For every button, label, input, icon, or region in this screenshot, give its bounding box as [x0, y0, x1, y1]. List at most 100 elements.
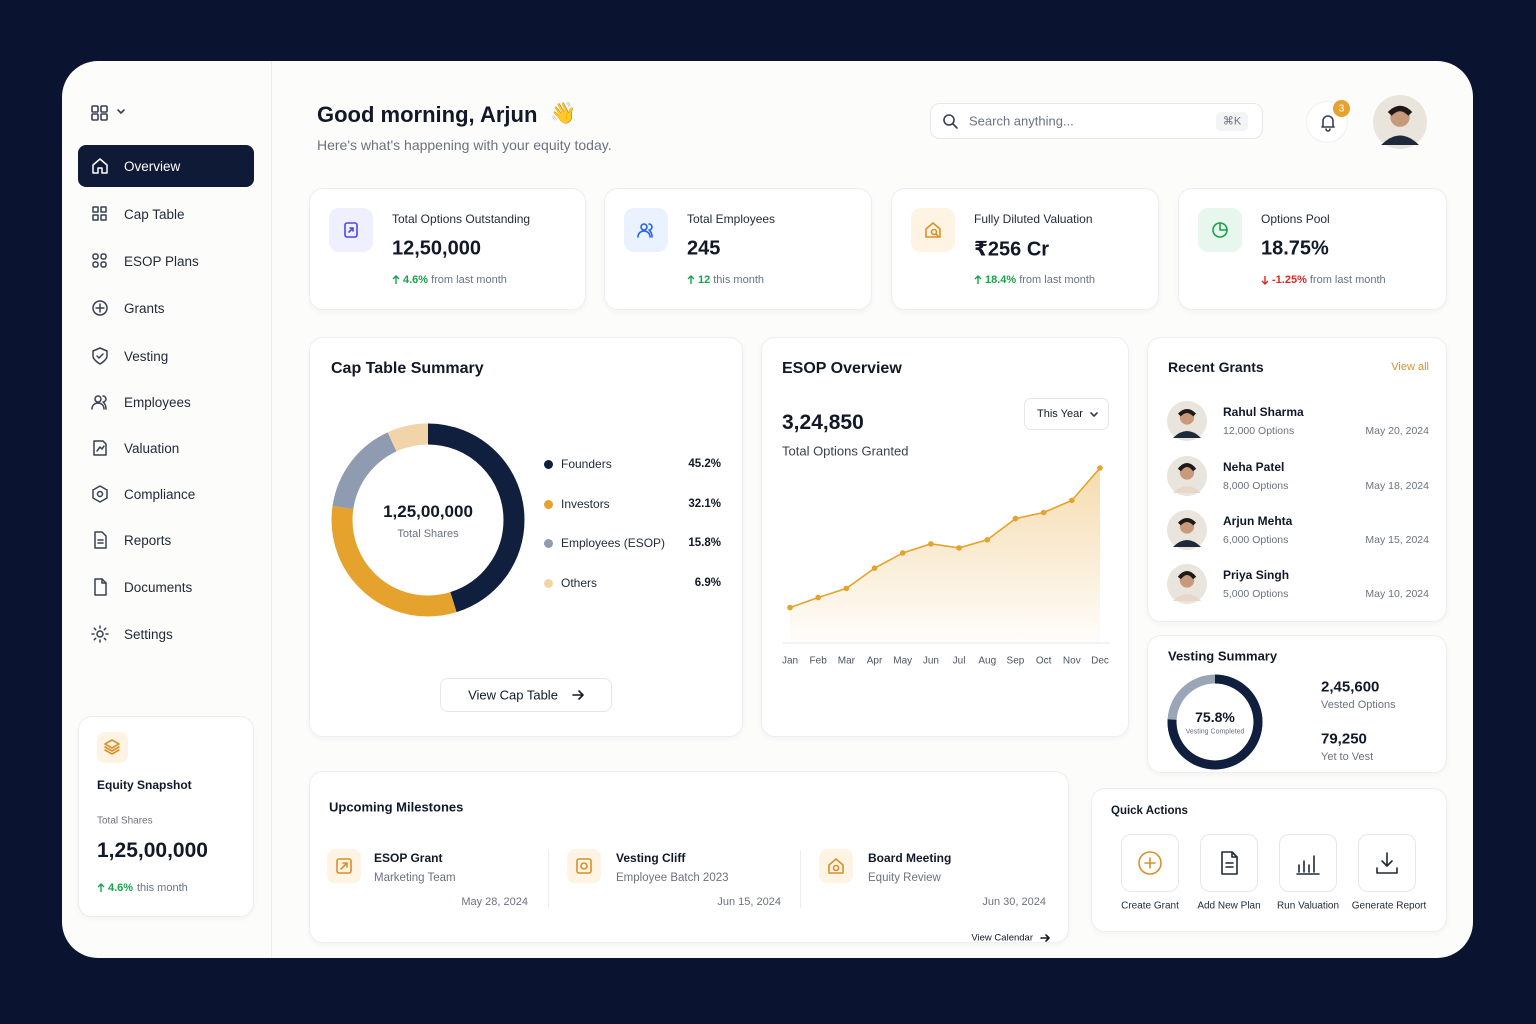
legend-value: 15.8% [688, 537, 721, 549]
trend-arrow [974, 275, 982, 284]
menu-caret-glyph [117, 109, 125, 114]
bell-icon [1321, 115, 1335, 132]
nav-item[interactable]: Overview [78, 145, 254, 187]
nav-item[interactable]: Vesting [78, 335, 254, 377]
x-tick-label: Oct [1035, 655, 1052, 667]
stat-icon-glyph [344, 222, 358, 238]
calendar-arrow-glyph [1040, 934, 1050, 942]
point [871, 565, 878, 571]
milestone-icon [576, 858, 592, 874]
milestones-card [309, 771, 1069, 943]
snapshot-icon [104, 739, 120, 755]
trend-arrow [1261, 276, 1269, 285]
view-calendar-link[interactable]: View Calendar [971, 932, 1033, 944]
stat-note: from last month [431, 274, 507, 286]
x-tick-label: Mar [837, 655, 855, 667]
donut-center-value: 1,25,00,000 [383, 502, 473, 521]
grant-name: Rahul Sharma [1223, 405, 1304, 419]
trend-arrow [97, 883, 105, 892]
search-box[interactable] [930, 103, 1263, 139]
grant-date: May 10, 2024 [1365, 588, 1429, 600]
stat-note: from last month [1019, 274, 1096, 286]
legend-value: 6.9% [694, 577, 721, 589]
milestones-title: Upcoming Milestones [329, 799, 464, 815]
grant-options: 12,000 Options [1223, 425, 1295, 437]
stat-icon-glyph [925, 222, 941, 238]
trend-arrow-glyph [392, 275, 400, 284]
nav-icon [92, 253, 107, 268]
quick-action-button[interactable] [1200, 834, 1258, 892]
nav-item[interactable]: Valuation [78, 427, 254, 469]
quick-action-button[interactable] [1121, 834, 1179, 892]
quick-action-button[interactable] [1358, 834, 1416, 892]
grant-date: May 20, 2024 [1365, 425, 1429, 437]
search-icon [943, 114, 958, 129]
quick-action-label: Create Grant [1121, 900, 1179, 912]
grant-name: Arjun Mehta [1223, 514, 1293, 528]
stat-change: 12 [698, 274, 711, 286]
nav-icon [94, 531, 107, 549]
nav-item[interactable]: Employees [78, 381, 254, 423]
nav-icon [91, 395, 107, 410]
esop-total: 3,24,850 [782, 411, 864, 434]
stat-value: 245 [687, 237, 721, 260]
x-tick-label: Jun [922, 655, 939, 667]
milestone-name: ESOP Grant [374, 851, 443, 865]
quick-action-icon [1376, 852, 1398, 874]
point [956, 545, 962, 551]
point [984, 537, 991, 543]
stat-icon [344, 222, 358, 238]
stat-icon [925, 222, 941, 238]
vesting-stat-label: Yet to Vest [1321, 751, 1374, 763]
nav-label: Reports [124, 532, 172, 548]
vesting-center-label: Vesting Completed [1185, 728, 1245, 736]
nav-label: Overview [124, 158, 181, 174]
point [1012, 515, 1019, 522]
notification-count: 3 [1338, 103, 1345, 114]
milestone-icon-glyph [828, 858, 844, 874]
line [789, 467, 1101, 609]
trend-arrow [687, 275, 695, 284]
button-arrow-glyph [572, 690, 584, 700]
shortcut: ⌘K [1222, 115, 1242, 128]
quick-action-icon [1296, 855, 1320, 875]
stat-icon-glyph [1212, 222, 1228, 238]
legend-dot [544, 500, 553, 509]
trend-arrow-glyph [687, 275, 695, 284]
nav-label: Documents [124, 579, 193, 595]
nav-item[interactable]: Compliance [78, 473, 254, 515]
nav-item[interactable]: Documents [78, 566, 254, 608]
greeting-subtitle: Here's what's happening with your equity… [317, 137, 612, 153]
milestone-sub: Marketing Team [374, 872, 456, 884]
nav-item[interactable]: Settings [78, 613, 254, 655]
quick-action-icon [1138, 851, 1162, 875]
stat-label: Total Employees [687, 212, 776, 226]
view-all-link[interactable]: View all [1391, 361, 1429, 373]
nav-icon [92, 206, 107, 221]
point [843, 585, 850, 592]
nav-icon [92, 300, 108, 316]
nav-icon [92, 347, 108, 365]
nav-item[interactable]: Reports [78, 519, 254, 561]
stat-label: Total Options Outstanding [392, 212, 531, 226]
milestone-date: May 28, 2024 [461, 896, 528, 908]
x-tick-label: Apr [866, 655, 883, 667]
esop-line-chart [783, 465, 1110, 644]
grant-options: 6,000 Options [1223, 534, 1289, 546]
shortcut-badge [1216, 112, 1248, 131]
point [1040, 509, 1047, 516]
snapshot-note: this month [137, 882, 188, 894]
grant-name: Priya Singh [1223, 568, 1290, 582]
menu-caret [117, 109, 125, 114]
stat-note: this month [713, 274, 764, 286]
stat-value: ₹256 Cr [974, 238, 1050, 261]
grant-options: 8,000 Options [1223, 480, 1289, 492]
nav-icon [91, 625, 109, 643]
dropdown-caret-glyph [1090, 412, 1098, 417]
nav-item[interactable]: ESOP Plans [78, 240, 254, 282]
period-dropdown[interactable] [1024, 398, 1109, 430]
quick-action-button[interactable] [1279, 834, 1337, 892]
nav-item[interactable]: Cap Table [78, 193, 254, 235]
nav-item[interactable]: Grants [78, 287, 254, 329]
notification-badge [1333, 100, 1350, 117]
